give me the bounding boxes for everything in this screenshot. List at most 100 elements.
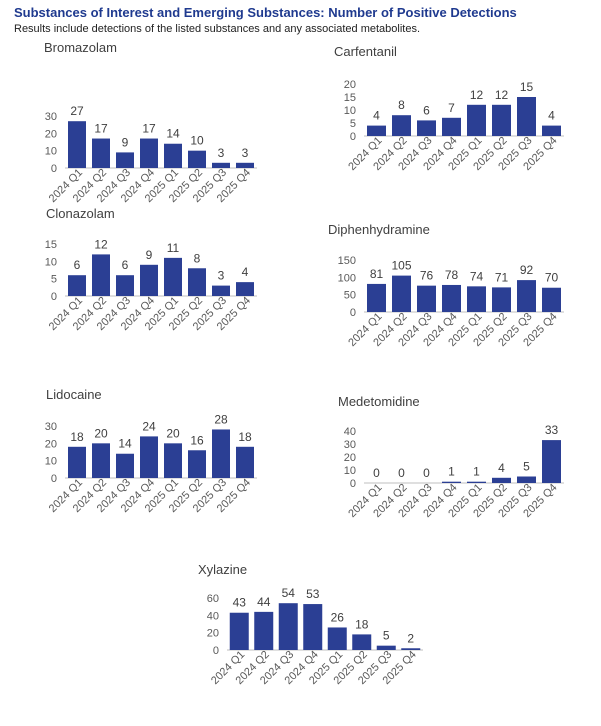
data-label: 18 [70,430,84,444]
y-tick-label: 0 [51,473,57,485]
bar-2025-q1 [467,481,486,483]
data-label: 14 [166,127,180,141]
y-tick-label: 10 [45,456,57,468]
y-tick-label: 20 [207,628,219,640]
bar-2024-q3 [116,453,134,478]
data-label: 27 [70,104,84,118]
data-label: 28 [214,412,228,426]
bar-2024-q2 [392,275,411,312]
bar-2025-q3 [212,162,230,168]
bar-2024-q1 [367,283,386,312]
y-tick-label: 10 [344,465,356,477]
bar-2024-q4 [442,481,461,483]
y-tick-label: 30 [45,421,57,433]
bar-2024-q1 [68,446,86,478]
data-label: 16 [190,433,204,447]
bar-2025-q4 [236,162,254,168]
data-label: 6 [122,258,129,272]
y-tick-label: 5 [350,118,356,130]
bar-2025-q4 [542,125,561,136]
data-label: 12 [495,88,509,102]
bar-2025-q3 [212,429,230,478]
data-label: 4 [498,461,505,475]
bar-2025-q4 [542,287,561,312]
bar-2024-q4 [442,117,461,136]
bar-2024-q4 [140,138,158,168]
bar-2024-q1 [229,612,249,650]
y-tick-label: 30 [45,111,57,123]
data-label: 24 [142,419,156,433]
data-label: 70 [545,271,559,285]
page-subtitle: Results include detections of the listed… [14,23,421,35]
data-label: 44 [257,595,271,609]
data-label: 4 [548,109,555,123]
bar-2024-q3 [278,603,298,650]
bar-2025-q3 [517,97,536,136]
chart-title: Diphenhydramine [328,222,430,237]
bar-2025-q2 [352,634,372,650]
bar-2024-q4 [303,604,323,650]
bar-2024-q3 [417,120,436,136]
y-tick-label: 15 [45,239,57,251]
data-label: 20 [166,426,180,440]
y-tick-label: 0 [213,645,219,657]
bar-2025-q2 [492,477,511,483]
y-tick-label: 5 [51,274,57,286]
y-tick-label: 20 [344,79,356,91]
bar-2025-q2 [492,287,511,312]
y-tick-label: 40 [344,426,356,438]
chart-lidocaine: Lidocaine 0 10 20 30 18 2024 Q1 20 2024 Q2 14 2024… [12,385,302,557]
chart-bromazolam: Bromazolam 0 10 20 30 27 2024 Q1 17 2024 Q2 9 2024… [12,38,302,210]
data-label: 43 [233,596,247,610]
bar-2025-q2 [188,268,206,296]
bar-2025-q3 [517,476,536,483]
data-label: 4 [242,265,249,279]
data-label: 17 [94,122,108,136]
data-label: 18 [238,430,252,444]
y-tick-label: 10 [45,146,57,158]
bar-2025-q1 [164,257,182,296]
data-label: 18 [355,617,369,631]
bar-2025-q2 [188,450,206,478]
chart-carfentanil: Carfentanil 0 5 10 15 20 4 2024 Q1 8 2024 Q2 6 2024… [302,42,592,214]
y-tick-label: 10 [344,105,356,117]
bar-2025-q1 [467,104,486,136]
bar-2025-q1 [164,143,182,168]
chart-title: Bromazolam [44,40,117,55]
y-tick-label: 0 [350,307,356,319]
data-label: 76 [420,269,434,283]
bar-2025-q2 [492,104,511,136]
y-tick-label: 20 [344,452,356,464]
data-label: 81 [370,267,384,281]
y-tick-label: 10 [45,256,57,268]
bar-2025-q2 [188,150,206,168]
y-tick-label: 0 [350,478,356,490]
data-label: 78 [445,268,459,282]
data-label: 6 [74,258,81,272]
data-label: 12 [470,88,484,102]
bar-2025-q3 [212,285,230,296]
data-label: 11 [167,241,180,255]
data-label: 14 [118,437,132,451]
data-label: 26 [331,610,345,624]
chart-medetomidine: Medetomidine 0 10 20 30 40 0 2024 Q1 0 2024 Q2 0 20… [302,392,592,564]
y-tick-label: 40 [207,610,219,622]
data-label: 8 [398,98,405,112]
data-label: 5 [383,629,390,643]
y-tick-label: 0 [51,291,57,303]
chart-title: Carfentanil [334,44,397,59]
y-tick-label: 60 [207,593,219,605]
bar-2024-q3 [116,152,134,168]
bar-2024-q3 [116,275,134,296]
y-tick-label: 20 [45,128,57,140]
chart-clonazolam: Clonazolam 0 5 10 15 6 2024 Q1 12 2024 Q2 6 2024 Q… [12,204,302,376]
bar-2024-q4 [140,264,158,296]
y-tick-label: 0 [51,163,57,175]
bar-2024-q2 [92,138,110,168]
data-label: 15 [520,80,534,94]
data-label: 3 [218,269,225,283]
